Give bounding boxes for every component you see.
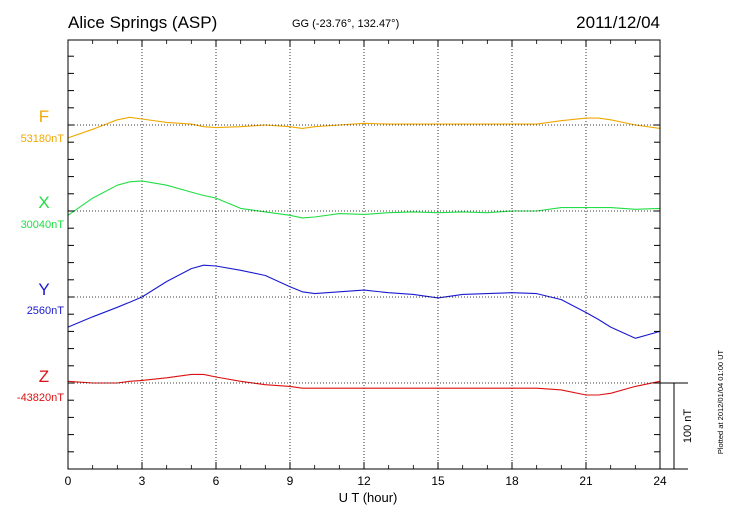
series-y-line	[67, 264, 661, 339]
series-z-line	[67, 373, 661, 396]
series-y-label: Y	[38, 280, 49, 299]
x-tick-label: 9	[287, 474, 294, 488]
series-f-line	[67, 116, 661, 139]
scale-bar-label: 100 nT	[682, 409, 694, 444]
series-x-line	[67, 180, 661, 219]
series-z-label: Z	[39, 367, 49, 386]
series-y-baseline-value: 2560nT	[27, 305, 65, 317]
x-tick-label: 12	[357, 474, 371, 488]
x-tick-label: 0	[65, 474, 72, 488]
x-tick-label: 6	[213, 474, 220, 488]
series-labels: F 53180nT X 30040nT Y 2560nT Z -43820nT	[17, 107, 64, 404]
plot-frame	[67, 39, 661, 470]
x-axis-label: U T (hour)	[339, 490, 398, 505]
x-tick-label: 3	[139, 474, 146, 488]
series-z-baseline-value: -43820nT	[17, 392, 64, 404]
series-x-baseline-value: 30040nT	[21, 219, 65, 231]
series-x-label: X	[38, 193, 49, 212]
x-tick-label: 15	[431, 474, 445, 488]
series-f-baseline-value: 53180nT	[21, 133, 65, 145]
x-tick-label: 24	[653, 474, 667, 488]
chart-title: Alice Springs (ASP)	[68, 13, 217, 32]
x-tick-label: 21	[579, 474, 593, 488]
x-axis: 0 3 6 9 12 15 18 21 24	[65, 40, 667, 488]
series-f-label: F	[39, 107, 49, 126]
grid	[141, 40, 587, 469]
station-coordinates: GG (-23.76°, 132.47°)	[292, 18, 399, 30]
plotted-note: Plotted at 2012/01/04 01:00 UT	[716, 349, 725, 454]
chart-date: 2011/12/04	[576, 13, 660, 32]
scale-bar: 100 nT	[660, 382, 694, 470]
y-tick-marks	[68, 55, 660, 453]
series-lines	[67, 116, 661, 396]
x-tick-label: 18	[505, 474, 519, 488]
